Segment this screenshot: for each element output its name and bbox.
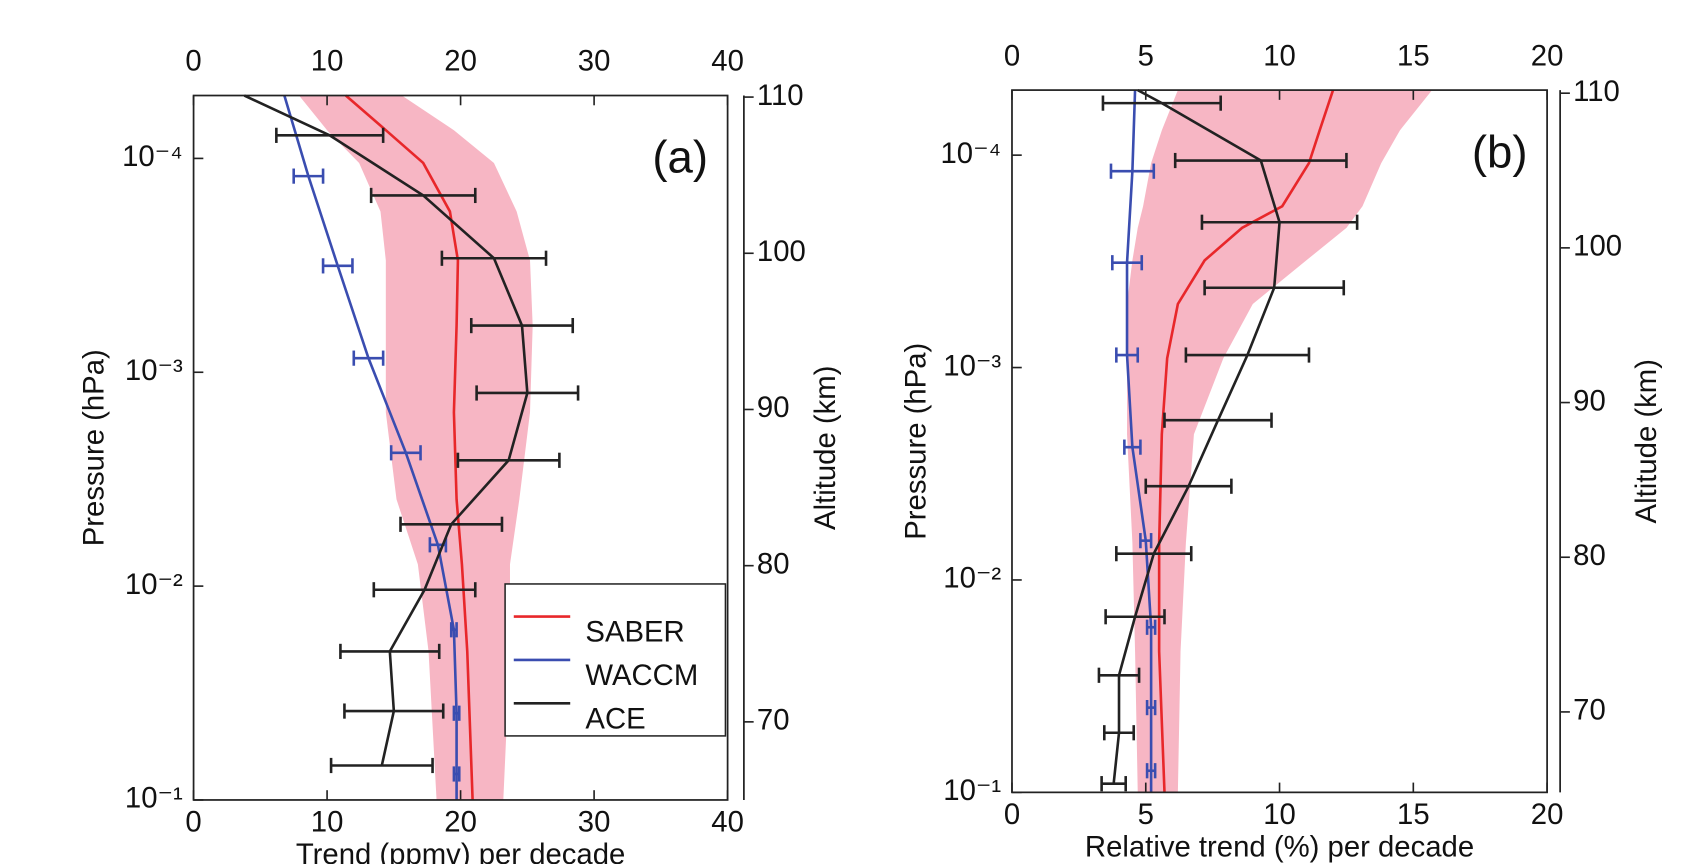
x-tick-label: 20 (1531, 798, 1564, 831)
x-tick-label: 0 (1004, 798, 1020, 831)
chart-panel: 0 0 10 10 20 20 30 30 40 40 10⁻⁴ 10⁻³ 10⁻² 10⁻¹ 70 80 90… (78, 45, 843, 864)
y-tick-label: 10⁻¹ (943, 774, 1001, 807)
x-top-tick-label: 10 (311, 45, 344, 78)
x-axis-label: Trend (ppmv) per decade (296, 838, 625, 864)
x-top-tick-label: 10 (1263, 39, 1296, 72)
x-tick-label: 10 (1263, 798, 1296, 831)
x-top-tick-label: 20 (444, 45, 477, 78)
y2-axis-label: Altitude (km) (1630, 359, 1663, 523)
error-bar (1139, 533, 1153, 549)
legend-label: ACE (585, 702, 645, 735)
error-bar (1163, 412, 1273, 428)
error-bar (369, 187, 477, 204)
legend-label: WACCM (585, 659, 698, 692)
x-top-tick-label: 0 (185, 45, 201, 78)
error-bar (399, 516, 504, 532)
error-bar (1145, 700, 1157, 716)
error-bar (339, 643, 441, 660)
series-line (283, 95, 458, 800)
panel-label: (a) (652, 132, 708, 183)
x-top-tick-label: 40 (711, 45, 744, 78)
error-bar (1101, 95, 1222, 111)
error-bar (1109, 163, 1156, 179)
error-bar (1123, 439, 1142, 455)
error-bar (475, 385, 580, 401)
y2-tick-label: 100 (1573, 230, 1622, 263)
y-tick-label: 10⁻⁴ (122, 140, 183, 173)
error-bar (352, 350, 385, 366)
y2-tick-label: 90 (757, 391, 790, 424)
x-tick-label: 30 (578, 806, 611, 839)
x-tick-label: 5 (1138, 798, 1154, 831)
error-bar (1111, 255, 1144, 271)
error-bar (1145, 763, 1157, 779)
x-top-tick-label: 5 (1138, 39, 1154, 72)
panel-label: (b) (1472, 126, 1528, 177)
y2-tick-label: 70 (757, 704, 790, 737)
x-tick-label: 0 (185, 806, 201, 839)
series-line (1157, 89, 1335, 793)
error-bar (1115, 546, 1193, 562)
x-tick-label: 10 (311, 806, 344, 839)
series-line (243, 94, 529, 766)
legend-label: SABER (585, 616, 684, 649)
error-bar (329, 757, 434, 774)
x-top-tick-label: 15 (1397, 39, 1430, 72)
x-tick-label: 20 (444, 806, 477, 839)
error-bar (372, 582, 477, 598)
y-tick-label: 10⁻² (943, 562, 1001, 595)
y-tick-label: 10⁻³ (943, 349, 1001, 382)
uncertainty-band (1127, 90, 1433, 793)
y2-tick-label: 100 (757, 235, 806, 268)
error-bar (1203, 280, 1346, 296)
error-bar (1115, 347, 1140, 363)
error-bar (1200, 214, 1359, 230)
error-bar (1102, 725, 1136, 741)
y-tick-label: 10⁻³ (125, 354, 183, 387)
y-tick-label: 10⁻² (125, 568, 183, 601)
error-bar (469, 317, 575, 334)
y-axis-label: Pressure (hPa) (78, 349, 111, 546)
x-top-tick-label: 0 (1004, 39, 1020, 72)
error-bar (1173, 152, 1348, 169)
error-bar (440, 250, 548, 266)
error-bar (452, 705, 461, 721)
x-top-tick-label: 30 (578, 45, 611, 78)
y-tick-label: 10⁻¹ (125, 782, 183, 815)
series-line (344, 94, 474, 801)
y-tick-label: 10⁻⁴ (940, 137, 1001, 170)
y2-tick-label: 110 (1573, 75, 1620, 108)
y2-axis-label: Altitude (km) (809, 366, 842, 530)
legend: SABER WACCM ACE (504, 583, 727, 737)
y-axis-label: Pressure (hPa) (899, 343, 932, 540)
error-bar (389, 445, 422, 461)
error-bar (1144, 478, 1233, 494)
x-tick-label: 40 (711, 806, 744, 839)
series-line (1125, 90, 1153, 793)
error-bar (343, 703, 445, 719)
error-bar (1100, 776, 1127, 792)
y2-tick-label: 80 (757, 547, 790, 580)
x-axis-label: Relative trend (%) per decade (1085, 831, 1474, 864)
error-bar (292, 168, 325, 184)
error-bar (275, 127, 385, 143)
x-tick-label: 15 (1397, 798, 1430, 831)
error-bar (1097, 667, 1141, 683)
error-bar (321, 258, 354, 274)
y2-tick-label: 90 (1573, 384, 1606, 417)
error-bar (1145, 619, 1157, 635)
y2-tick-label: 70 (1573, 694, 1606, 727)
error-bar (1104, 609, 1166, 625)
y2-tick-label: 110 (757, 79, 804, 112)
error-bar (449, 622, 458, 638)
error-bar (452, 766, 461, 782)
chart-panel: 0 0 5 5 10 10 15 15 20 20 10⁻⁴ 10⁻³ 10⁻² 10⁻¹ 70 80 90 10… (899, 39, 1662, 863)
y2-tick-label: 80 (1573, 539, 1606, 572)
uncertainty-band (299, 95, 533, 800)
x-top-tick-label: 20 (1531, 39, 1564, 72)
error-bar (456, 452, 561, 468)
error-bar (1184, 347, 1311, 363)
